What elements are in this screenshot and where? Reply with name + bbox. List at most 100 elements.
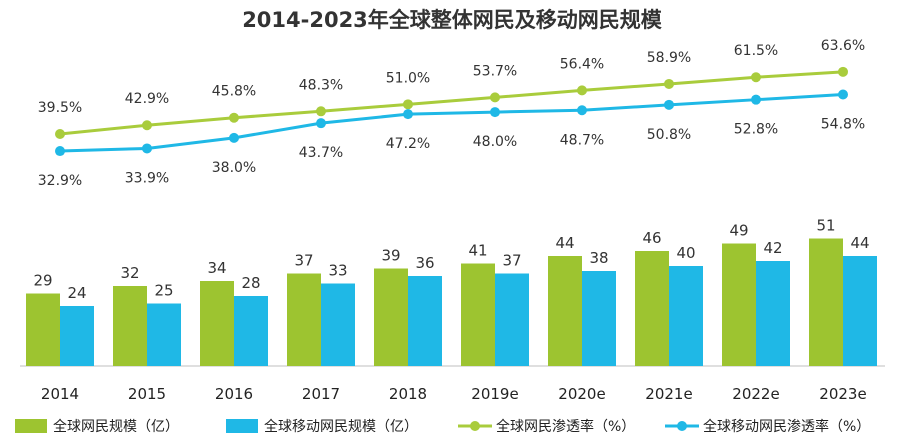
- bar-label-mobile-2020e: 38: [589, 249, 608, 267]
- x-tick-2014: 2014: [41, 385, 79, 403]
- point-label-mobile-2015: 33.9%: [125, 170, 169, 186]
- point-total-2017: [316, 106, 326, 117]
- bar-mobile-2022e: [756, 261, 790, 366]
- bar-label-total-2023e: 51: [816, 217, 835, 235]
- point-label-total-2015: 42.9%: [125, 91, 169, 107]
- legend-label-2: 全球网民渗透率（%）: [496, 418, 635, 435]
- bar-label-total-2020e: 44: [555, 234, 574, 252]
- bar-mobile-2018: [408, 276, 442, 366]
- point-label-mobile-2022e: 52.8%: [734, 122, 778, 138]
- bar-label-mobile-2015: 25: [154, 282, 173, 300]
- bar-label-mobile-2022e: 42: [763, 239, 782, 257]
- point-total-2023e: [838, 66, 848, 77]
- point-label-total-2022e: 61.5%: [734, 43, 778, 59]
- point-total-2020e: [577, 85, 587, 96]
- legend-swatch-1: [226, 419, 258, 433]
- point-total-2021e: [664, 78, 674, 89]
- chart-title: 2014-2023年全球整体网民及移动网民规模: [242, 8, 663, 32]
- point-label-mobile-2021e: 50.8%: [647, 127, 691, 143]
- line-mobile-penetration: [59, 93, 844, 153]
- bar-total-2018: [374, 268, 408, 366]
- point-total-2016: [229, 112, 239, 123]
- point-total-2015: [142, 120, 152, 131]
- point-mobile-2015: [142, 143, 152, 154]
- bar-mobile-2016: [234, 296, 268, 366]
- bar-label-mobile-2021e: 40: [676, 244, 695, 262]
- bar-label-total-2015: 32: [120, 264, 139, 282]
- point-label-mobile-2014: 32.9%: [38, 173, 82, 189]
- bar-total-2015: [113, 286, 147, 366]
- legend-label-0: 全球网民规模（亿）: [53, 418, 179, 435]
- bar-total-2023e: [809, 238, 843, 366]
- bar-total-2022e: [722, 243, 756, 366]
- bar-label-total-2018: 39: [381, 247, 400, 265]
- bar-mobile-2017: [321, 283, 355, 366]
- x-tick-2020e: 2020e: [558, 385, 605, 403]
- bar-label-total-2017: 37: [294, 252, 313, 270]
- bar-mobile-2019e: [495, 273, 529, 366]
- x-tick-2021e: 2021e: [645, 385, 692, 403]
- point-label-total-2023e: 63.6%: [821, 38, 865, 54]
- point-total-2018: [403, 99, 413, 110]
- bar-label-total-2019e: 41: [468, 242, 487, 260]
- bar-label-mobile-2019e: 37: [502, 252, 521, 270]
- point-label-mobile-2023e: 54.8%: [821, 117, 865, 133]
- point-label-mobile-2017: 43.7%: [299, 145, 343, 161]
- point-total-2019e: [490, 92, 500, 103]
- point-label-mobile-2019e: 48.0%: [473, 134, 517, 150]
- point-label-total-2018: 51.0%: [386, 70, 430, 86]
- bar-mobile-2014: [60, 306, 94, 366]
- point-mobile-2021e: [664, 99, 674, 110]
- point-mobile-2022e: [751, 94, 761, 105]
- bar-mobile-2023e: [843, 256, 877, 366]
- bar-label-mobile-2018: 36: [415, 254, 434, 272]
- point-mobile-2016: [229, 132, 239, 143]
- bar-label-total-2021e: 46: [642, 229, 661, 247]
- bar-total-2021e: [635, 251, 669, 366]
- legend-swatch-0: [15, 419, 47, 433]
- legend-swatch-dot-2: [470, 421, 480, 431]
- point-mobile-2014: [55, 146, 65, 157]
- point-label-total-2021e: 58.9%: [647, 50, 691, 66]
- point-total-2014: [55, 129, 65, 139]
- bar-total-2016: [200, 281, 234, 366]
- bar-total-2017: [287, 273, 321, 366]
- x-tick-2017: 2017: [302, 385, 340, 403]
- point-mobile-2020e: [577, 105, 587, 116]
- legend-label-1: 全球移动网民规模（亿）: [264, 418, 418, 435]
- point-mobile-2019e: [490, 107, 500, 118]
- x-tick-2019e: 2019e: [471, 385, 518, 403]
- point-mobile-2017: [316, 118, 326, 129]
- point-label-mobile-2020e: 48.7%: [560, 132, 604, 148]
- bar-mobile-2015: [147, 303, 181, 366]
- bar-total-2020e: [548, 256, 582, 366]
- bar-mobile-2020e: [582, 271, 616, 366]
- legend-swatch-dot-3: [677, 421, 687, 431]
- bar-label-total-2014: 29: [33, 272, 52, 290]
- point-mobile-2023e: [838, 89, 848, 100]
- bar-total-2019e: [461, 263, 495, 366]
- line-total-penetration: [59, 70, 844, 136]
- point-total-2022e: [751, 72, 761, 83]
- point-label-total-2014: 39.5%: [38, 100, 82, 116]
- bar-label-total-2022e: 49: [729, 222, 748, 240]
- point-label-mobile-2018: 47.2%: [386, 136, 430, 152]
- point-label-total-2017: 48.3%: [299, 77, 343, 93]
- bar-label-mobile-2023e: 44: [850, 234, 869, 252]
- point-label-total-2019e: 53.7%: [473, 63, 517, 79]
- x-tick-2015: 2015: [128, 385, 166, 403]
- x-tick-2018: 2018: [389, 385, 427, 403]
- bar-label-total-2016: 34: [207, 259, 226, 277]
- bar-label-mobile-2014: 24: [67, 284, 86, 302]
- point-label-mobile-2016: 38.0%: [212, 160, 256, 176]
- legend-label-3: 全球移动网民渗透率（%）: [703, 418, 870, 435]
- x-tick-2016: 2016: [215, 385, 253, 403]
- x-tick-2023e: 2023e: [819, 385, 866, 403]
- bar-label-mobile-2016: 28: [241, 274, 260, 292]
- bar-label-mobile-2017: 33: [328, 262, 347, 280]
- x-tick-2022e: 2022e: [732, 385, 779, 403]
- bar-mobile-2021e: [669, 266, 703, 366]
- point-label-total-2016: 45.8%: [212, 84, 256, 100]
- point-label-total-2020e: 56.4%: [560, 56, 604, 72]
- point-mobile-2018: [403, 109, 413, 120]
